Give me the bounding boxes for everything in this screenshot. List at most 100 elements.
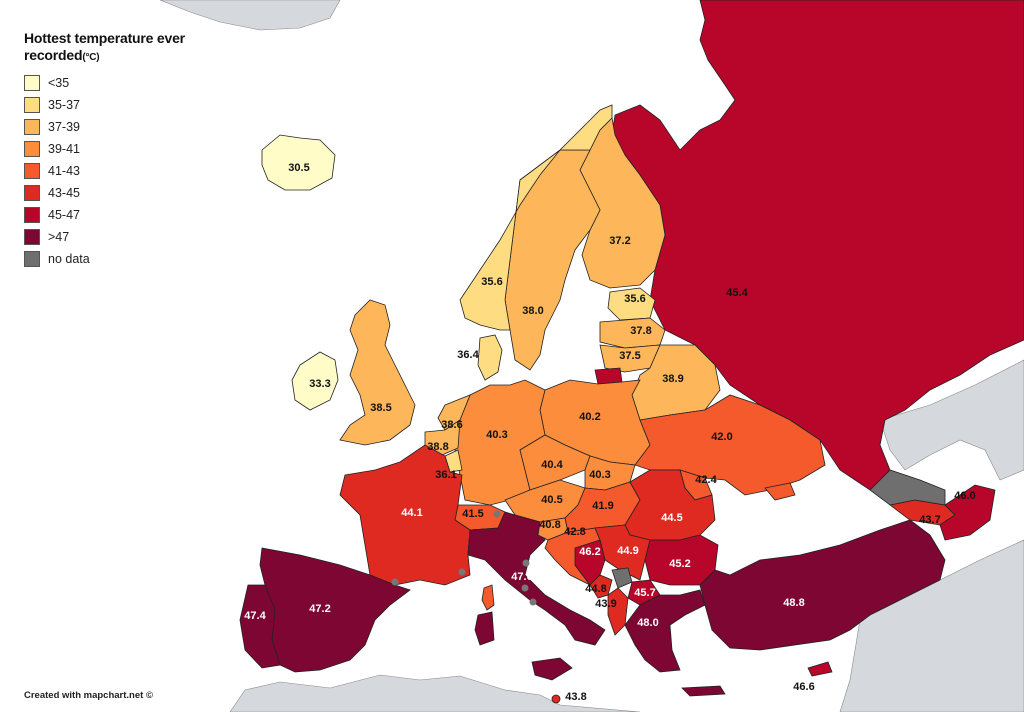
legend-item: <35 [24,72,204,93]
value-label-malta: 43.8 [565,691,586,703]
value-label-bosnia: 46.2 [579,546,600,558]
cyprus-region [807,661,833,677]
value-label-spain: 47.2 [309,603,330,615]
value-label-russia: 45.4 [726,287,748,299]
legend-label: 39-41 [48,141,80,156]
legend-swatch [24,206,40,223]
legend-title-line1: Hottest temperature ever [24,30,185,46]
legend-swatch [24,162,40,179]
legend: Hottest temperature ever recorded(°C) <3… [24,30,204,269]
value-label-serbia: 44.9 [617,545,638,557]
value-label-czechia: 40.4 [541,459,563,471]
value-label-sweden: 38.0 [522,305,543,317]
value-label-estonia: 35.6 [624,293,645,305]
norway-region [459,104,613,331]
value-labels: 30.5 33.3 38.5 35.6 38.0 37.2 36.4 35.6 37.8 37.5… [244,162,975,703]
uk-region [339,299,416,446]
legend-item: 37-39 [24,116,204,137]
legend-swatch [24,96,40,113]
value-label-norway: 35.6 [481,276,502,288]
montenegro-region [589,574,613,599]
legend-title: Hottest temperature ever recorded(°C) [24,30,204,66]
legend-label: <35 [48,75,70,90]
value-label-moldova: 42.4 [695,474,717,486]
legend-item: 45-47 [24,204,204,225]
legend-item: 35-37 [24,94,204,115]
value-label-poland: 40.2 [579,411,600,423]
sardinia-region [474,611,495,646]
russia-region [611,0,1024,491]
crete-region [681,685,726,697]
value-label-ukraine: 42.0 [711,431,732,443]
legend-item: 41-43 [24,160,204,181]
value-label-iceland: 30.5 [288,162,309,174]
kaliningrad-region [594,367,623,385]
station-dot [458,568,466,576]
armenia-azerbaijan-region [939,484,996,541]
value-label-north-macedonia: 45.7 [634,587,655,599]
value-label-latvia: 37.8 [630,325,651,337]
sicily-region [531,657,573,681]
value-label-slovakia: 40.3 [589,469,610,481]
legend-item: no data [24,248,204,269]
value-label-ireland: 33.3 [309,378,330,390]
legend-items: <35 35-37 37-39 39-41 41-43 43-45 45-47 >47 no d… [24,72,204,269]
value-label-armenia-azerbaijan: 46.0 [954,490,975,502]
legend-item: 39-41 [24,138,204,159]
station-dot [493,510,501,518]
credit-text: Created with mapchart.net © [24,690,153,701]
value-label-croatia: 42.8 [564,526,585,538]
greece-region [624,589,706,673]
value-label-turkey: 48.8 [783,597,804,609]
value-label-cyprus: 46.6 [793,681,814,693]
value-label-luxembourg: 36.1 [435,469,456,481]
value-label-greece: 48.0 [637,617,658,629]
legend-label: 43-45 [48,185,80,200]
iceland-region [261,134,336,191]
legend-swatch [24,74,40,91]
station-dot [529,598,537,606]
greenland-land [159,0,341,31]
value-label-italy: 47.0 [511,571,532,583]
value-label-portugal: 47.4 [244,610,266,622]
italy-region [467,511,606,646]
legend-swatch [24,184,40,201]
kazakhstan-land [879,359,1024,481]
turkey-region [699,519,946,651]
value-label-belgium: 38.8 [427,441,448,453]
station-dot [522,559,530,567]
value-label-germany: 40.3 [486,429,507,441]
corsica-region [481,584,495,611]
value-label-finland: 37.2 [609,235,630,247]
legend-label: no data [48,251,90,266]
albania-region [607,587,629,636]
legend-label: >47 [48,229,70,244]
legend-title-line2: recorded [24,47,83,63]
value-label-netherlands: 38.6 [441,419,462,431]
crimea-region [764,482,796,501]
value-label-lithuania: 37.5 [619,350,640,362]
north-africa-land [229,674,641,712]
legend-swatch [24,118,40,135]
legend-label: 45-47 [48,207,80,222]
value-label-montenegro: 44.8 [585,583,606,595]
ireland-region [291,351,339,411]
north-caucasus-region [869,469,946,506]
station-dot [391,578,399,586]
legend-item: 43-45 [24,182,204,203]
legend-label: 35-37 [48,97,80,112]
value-label-bulgaria: 45.2 [669,558,690,570]
value-label-georgia: 43.7 [919,514,940,526]
value-label-denmark: 36.4 [457,349,479,361]
legend-swatch [24,250,40,267]
malta-region [551,694,561,704]
value-label-switzerland: 41.5 [462,508,483,520]
value-label-slovenia: 40.8 [539,519,560,531]
value-label-romania: 44.5 [661,512,682,524]
legend-label: 41-43 [48,163,80,178]
legend-title-unit: (°C) [82,52,100,63]
legend-swatch [24,228,40,245]
kosovo-region [611,567,633,589]
value-label-hungary: 41.9 [592,500,613,512]
